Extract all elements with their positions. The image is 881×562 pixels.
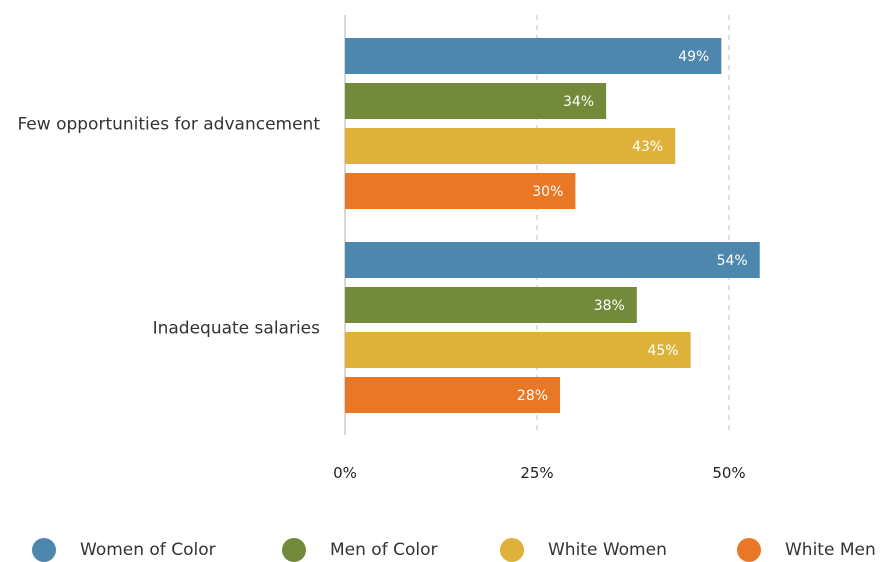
bar (345, 377, 561, 413)
x-tick-label: 50% (712, 464, 745, 482)
legend-item: Women of Color (32, 538, 216, 562)
bar (345, 287, 637, 323)
legend-item: White Women (500, 538, 667, 562)
bar (345, 242, 760, 278)
data-label: 54% (717, 253, 748, 269)
legend-label: Women of Color (80, 540, 216, 560)
data-label: 49% (678, 49, 709, 65)
category-label: Inadequate salaries (153, 319, 321, 339)
x-tick-label: 0% (333, 464, 357, 482)
legend-item: White Men (737, 538, 876, 562)
bar (345, 38, 722, 74)
bar (345, 128, 676, 164)
legend-swatch (32, 538, 56, 562)
legend-swatch (282, 538, 306, 562)
data-label: 30% (532, 184, 563, 200)
data-label: 45% (647, 343, 678, 359)
bar (345, 332, 691, 368)
legend-label: Men of Color (330, 540, 438, 560)
data-label: 34% (563, 94, 594, 110)
legend-swatch (500, 538, 524, 562)
legend-label: White Women (548, 540, 667, 560)
x-tick-label: 25% (520, 464, 553, 482)
bar (345, 173, 576, 209)
data-label: 38% (594, 298, 625, 314)
legend-item: Men of Color (282, 538, 437, 562)
data-label: 43% (632, 139, 663, 155)
legend-label: White Men (785, 540, 876, 560)
legend-swatch (737, 538, 761, 562)
bar (345, 83, 607, 119)
category-label: Few opportunities for advancement (17, 115, 320, 135)
data-label: 28% (517, 388, 548, 404)
legend: Women of Color Men of Color White Women Whi… (0, 538, 881, 562)
